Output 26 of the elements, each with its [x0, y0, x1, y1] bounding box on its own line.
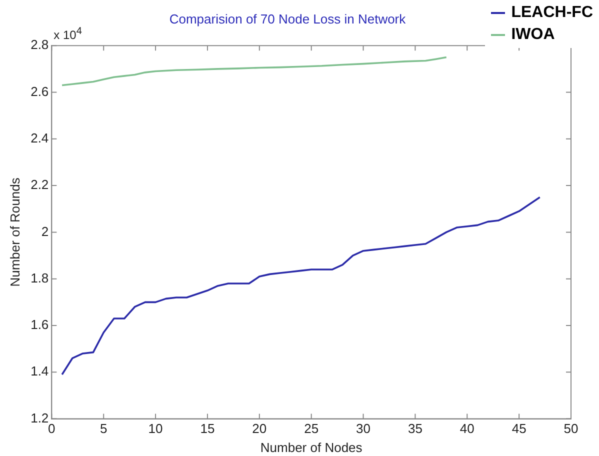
legend-label: IWOA — [511, 25, 555, 45]
x-tick-label: 40 — [460, 421, 474, 436]
x-tick-label: 5 — [100, 421, 108, 436]
x-axis-title: Number of Nodes — [260, 440, 363, 455]
x-tick-label: 0 — [48, 421, 56, 436]
y-tick-label: 2.2 — [30, 177, 49, 192]
y-tick-label: 2.4 — [30, 130, 49, 146]
legend-label: LEACH-FC — [511, 3, 593, 23]
chart-title: Comparision of 70 Node Loss in Network — [169, 11, 406, 26]
y-tick-label: 1.2 — [30, 410, 49, 426]
x-tick-label: 35 — [408, 421, 422, 436]
y-axis-title: Number of Rounds — [7, 177, 22, 287]
y-tick-label: 2 — [41, 224, 49, 239]
y-tick-label: 2.8 — [30, 37, 49, 52]
y-tick-label: 2.6 — [30, 84, 49, 99]
y-tick-label: 1.4 — [30, 364, 49, 379]
text: x 10$^{4}$ — [54, 26, 82, 42]
x-tick-label: 10 — [148, 421, 163, 436]
x-tick-label: 50 — [564, 421, 578, 436]
x-tick-label: 25 — [304, 421, 319, 436]
y-tick-label: 1.8 — [30, 270, 49, 286]
y-tick-label: 1.6 — [30, 317, 49, 332]
x-tick-label: 20 — [252, 421, 267, 436]
x-tick-label: 15 — [200, 421, 215, 436]
x-tick-label: 30 — [356, 421, 371, 436]
x-tick-label: 45 — [512, 421, 526, 436]
